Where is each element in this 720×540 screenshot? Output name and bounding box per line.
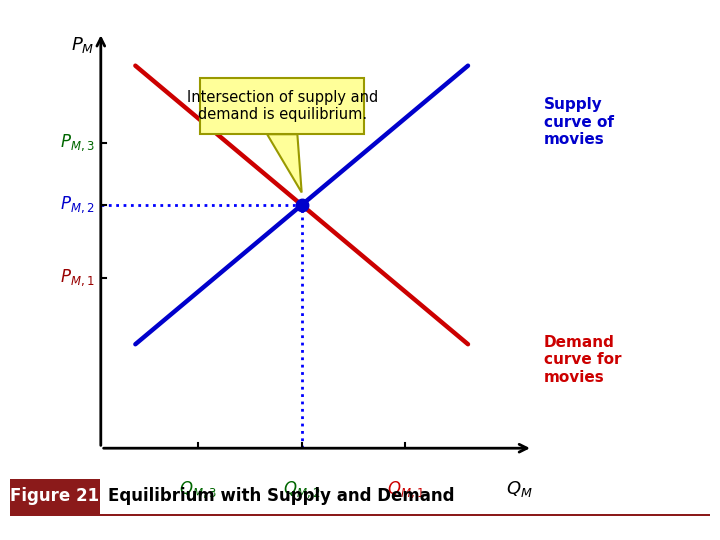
- Text: $P_M$: $P_M$: [71, 35, 94, 55]
- Text: Figure 21: Figure 21: [10, 487, 99, 505]
- Text: $Q_{M,1}$: $Q_{M,1}$: [387, 480, 424, 500]
- Text: Intersection of supply and
demand is equilibrium.: Intersection of supply and demand is equ…: [186, 90, 378, 123]
- FancyBboxPatch shape: [200, 78, 364, 134]
- Text: $Q_{M,2}$: $Q_{M,2}$: [283, 480, 320, 500]
- Text: $Q_{M,3}$: $Q_{M,3}$: [179, 480, 217, 500]
- Text: $P_{M,2}$: $P_{M,2}$: [60, 194, 94, 215]
- Bar: [10, 479, 100, 514]
- Bar: [10, 514, 710, 516]
- Text: $P_{M,1}$: $P_{M,1}$: [60, 267, 94, 288]
- Text: Supply
curve of
movies: Supply curve of movies: [544, 97, 613, 147]
- Polygon shape: [267, 134, 302, 192]
- Text: $P_{M,3}$: $P_{M,3}$: [60, 132, 94, 153]
- Text: Equilibrium with Supply and Demand: Equilibrium with Supply and Demand: [108, 487, 454, 505]
- Text: $Q_M$: $Q_M$: [506, 480, 534, 500]
- Text: Demand
curve for
movies: Demand curve for movies: [544, 335, 621, 384]
